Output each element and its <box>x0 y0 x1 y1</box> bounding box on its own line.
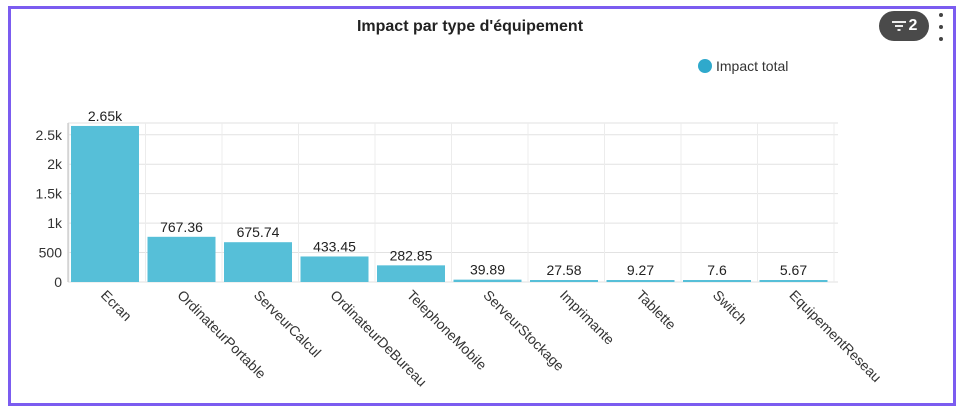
filter-button[interactable]: 2 <box>879 11 929 41</box>
bar[interactable] <box>224 242 292 282</box>
y-tick-label: 0 <box>54 274 62 290</box>
x-tick-label: Imprimante <box>557 287 618 348</box>
filter-count: 2 <box>908 17 918 34</box>
data-label: 39.89 <box>470 262 505 278</box>
bar[interactable] <box>759 280 828 282</box>
x-tick-label: TelephoneMobile <box>404 287 490 373</box>
x-tick-label: ServeurCalcul <box>251 287 324 360</box>
x-tick-label: EquipementReseau <box>786 287 884 385</box>
data-label: 7.6 <box>707 262 727 278</box>
legend[interactable]: Impact total <box>698 58 788 74</box>
y-tick-label: 2.5k <box>36 127 63 143</box>
y-tick-label: 1k <box>47 215 63 231</box>
data-label: 2.65k <box>88 108 123 124</box>
data-label: 675.74 <box>237 224 280 240</box>
y-tick-label: 500 <box>39 245 63 261</box>
more-options-icon[interactable] <box>938 13 944 41</box>
y-tick-label: 2k <box>47 156 63 172</box>
x-tick-label: Ecran <box>98 287 135 324</box>
chart-title: Impact par type d'équipement <box>356 18 584 35</box>
x-tick-label: Tablette <box>633 287 679 333</box>
legend-dot <box>698 59 712 73</box>
bar[interactable] <box>683 280 751 282</box>
filter-icon <box>891 21 906 31</box>
chart-panel <box>8 6 956 406</box>
bar[interactable] <box>606 280 675 282</box>
bar[interactable] <box>147 236 216 282</box>
x-tick-label: ServeurStockage <box>480 287 567 374</box>
bar[interactable] <box>300 256 369 282</box>
data-label: 5.67 <box>780 262 807 278</box>
data-label: 9.27 <box>627 262 654 278</box>
legend-label: Impact total <box>716 58 789 74</box>
bar[interactable] <box>530 280 598 282</box>
bar[interactable] <box>71 125 139 282</box>
bar[interactable] <box>377 265 445 282</box>
data-label: 27.58 <box>546 262 581 278</box>
y-tick-label: 1.5k <box>36 186 63 202</box>
data-label: 767.36 <box>160 219 203 235</box>
bar[interactable] <box>453 279 522 282</box>
x-tick-label: Switch <box>710 287 750 327</box>
data-label: 433.45 <box>313 238 356 254</box>
data-label: 282.85 <box>390 247 433 263</box>
